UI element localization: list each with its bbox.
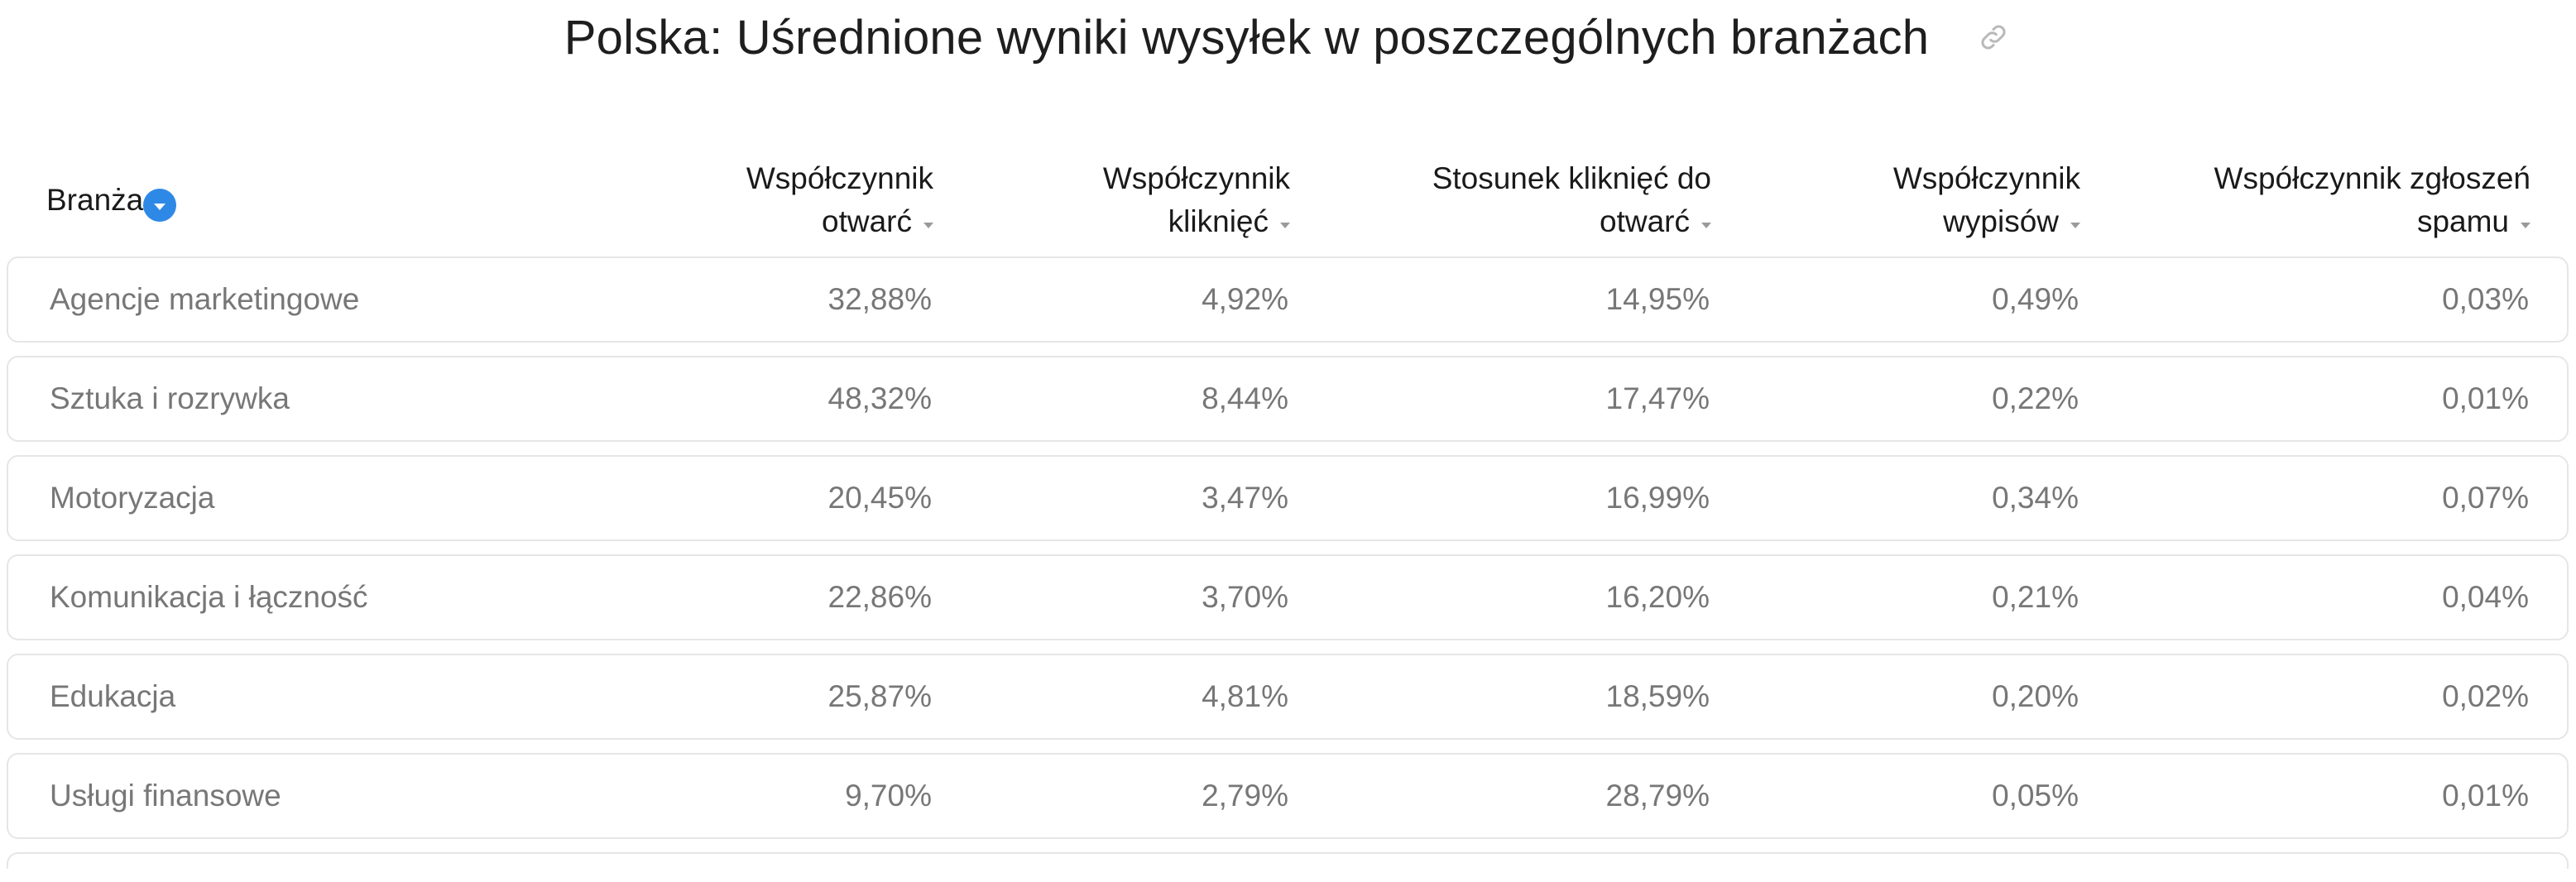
cell-industry: Edukacja: [50, 679, 176, 713]
cell-click-to-open: 16,99%: [1605, 481, 1710, 515]
column-header-unsubscribe-rate-line2: wypisów: [1943, 204, 2059, 238]
cell-spam-rate: 0,02%: [2442, 679, 2529, 713]
cell-click-rate: 4,92%: [1202, 282, 1288, 316]
cell-spam-rate: 0,07%: [2442, 481, 2529, 515]
column-header-spam-rate[interactable]: Współczynnik zgłoszeń spamu: [2214, 157, 2530, 250]
cell-industry: Usługi finansowe: [50, 779, 281, 812]
column-header-click-rate[interactable]: Współczynnik kliknięć: [1103, 157, 1290, 250]
cell-industry: Motoryzacja: [50, 481, 215, 515]
column-header-click-to-open[interactable]: Stosunek kliknięć do otwarć: [1432, 157, 1711, 250]
column-header-spam-rate-line1: Współczynnik zgłoszeń: [2214, 161, 2530, 195]
cell-unsubscribe-rate: 0,34%: [1992, 481, 2079, 515]
table-row: Sztuka i rozrywka 48,32% 8,44% 17,47% 0,…: [7, 356, 2569, 442]
cell-open-rate: 9,70%: [845, 779, 932, 812]
cell-click-rate: 2,79%: [1202, 779, 1288, 812]
cell-industry: Komunikacja i łączność: [50, 580, 368, 614]
column-header-spam-rate-line2: spamu: [2416, 204, 2509, 238]
table-row: Motoryzacja 20,45% 3,47% 16,99% 0,34% 0,…: [7, 455, 2569, 541]
cell-click-to-open: 14,95%: [1605, 282, 1710, 316]
cell-spam-rate: 0,03%: [2442, 282, 2529, 316]
column-header-unsubscribe-rate-line1: Współczynnik: [1892, 161, 2080, 195]
caret-down-icon[interactable]: [2070, 222, 2080, 228]
caret-down-icon[interactable]: [2521, 222, 2530, 228]
cell-click-rate: 8,44%: [1202, 381, 1288, 415]
cell-unsubscribe-rate: 0,21%: [1992, 580, 2079, 614]
link-icon[interactable]: [1975, 19, 2012, 55]
cell-click-rate: 3,70%: [1202, 580, 1288, 614]
cell-unsubscribe-rate: 0,22%: [1992, 381, 2079, 415]
cell-click-to-open: 18,59%: [1605, 679, 1710, 713]
table-header: Branża Współczynnik otwarć Współczynnik …: [7, 157, 2569, 250]
column-header-click-rate-line2: kliknięć: [1168, 204, 1269, 238]
cell-click-to-open: 16,20%: [1605, 580, 1710, 614]
cell-unsubscribe-rate: 0,49%: [1992, 282, 2079, 316]
table-row: Komunikacja i łączność 22,86% 3,70% 16,2…: [7, 554, 2569, 640]
table-row: Usługi finansowe 9,70% 2,79% 28,79% 0,05…: [7, 753, 2569, 839]
column-header-open-rate[interactable]: Współczynnik otwarć: [746, 157, 933, 250]
page-title: Polska: Uśrednione wyniki wysyłek w posz…: [564, 10, 1930, 65]
table-body: Agencje marketingowe 32,88% 4,92% 14,95%…: [7, 256, 2569, 882]
table-row-partial: [7, 852, 2569, 869]
cell-industry: Agencje marketingowe: [50, 282, 360, 316]
column-header-click-rate-line1: Współczynnik: [1102, 161, 1290, 195]
cell-open-rate: 20,45%: [827, 481, 933, 515]
column-header-open-rate-line1: Współczynnik: [746, 161, 933, 195]
cell-click-rate: 3,47%: [1202, 481, 1288, 515]
column-header-unsubscribe-rate[interactable]: Współczynnik wypisów: [1893, 157, 2080, 250]
caret-down-icon[interactable]: [1701, 222, 1711, 228]
table-row: Agencje marketingowe 32,88% 4,92% 14,95%…: [7, 256, 2569, 343]
cell-open-rate: 32,88%: [827, 282, 933, 316]
table-row: Edukacja 25,87% 4,81% 18,59% 0,20% 0,02%: [7, 654, 2569, 740]
title-row: Polska: Uśrednione wyniki wysyłek w posz…: [0, 0, 2576, 74]
cell-unsubscribe-rate: 0,05%: [1992, 779, 2079, 812]
column-header-industry-label: Branża: [46, 183, 144, 217]
cell-open-rate: 48,32%: [827, 381, 933, 415]
caret-down-icon[interactable]: [923, 222, 933, 228]
cell-industry: Sztuka i rozrywka: [50, 381, 290, 415]
cell-click-rate: 4,81%: [1202, 679, 1288, 713]
column-header-click-to-open-line2: otwarć: [1600, 204, 1690, 238]
cell-open-rate: 22,86%: [827, 580, 933, 614]
cell-spam-rate: 0,01%: [2442, 381, 2529, 415]
cell-spam-rate: 0,04%: [2442, 580, 2529, 614]
cell-unsubscribe-rate: 0,20%: [1992, 679, 2079, 713]
sort-down-circle-icon[interactable]: [143, 189, 177, 223]
cell-click-to-open: 17,47%: [1605, 381, 1710, 415]
column-header-industry[interactable]: Branża: [46, 179, 177, 271]
column-header-open-rate-line2: otwarć: [822, 204, 912, 238]
caret-down-icon[interactable]: [1280, 222, 1290, 228]
cell-open-rate: 25,87%: [827, 679, 933, 713]
column-header-click-to-open-line1: Stosunek kliknięć do: [1432, 161, 1711, 195]
cell-spam-rate: 0,01%: [2442, 779, 2529, 812]
cell-click-to-open: 28,79%: [1605, 779, 1710, 812]
